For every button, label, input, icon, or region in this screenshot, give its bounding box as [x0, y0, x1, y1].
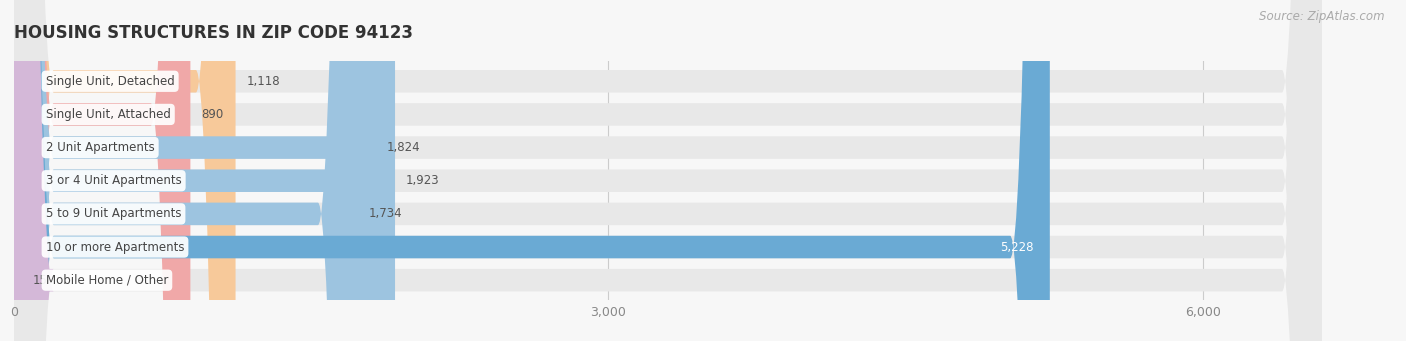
- Text: 15: 15: [32, 274, 48, 287]
- FancyBboxPatch shape: [14, 0, 1322, 341]
- FancyBboxPatch shape: [14, 0, 1322, 341]
- Text: Single Unit, Attached: Single Unit, Attached: [46, 108, 170, 121]
- Text: 890: 890: [201, 108, 224, 121]
- FancyBboxPatch shape: [14, 0, 1322, 341]
- Text: Mobile Home / Other: Mobile Home / Other: [46, 274, 169, 287]
- Text: 5 to 9 Unit Apartments: 5 to 9 Unit Apartments: [46, 207, 181, 220]
- Text: 3 or 4 Unit Apartments: 3 or 4 Unit Apartments: [46, 174, 181, 187]
- Text: 1,734: 1,734: [368, 207, 402, 220]
- FancyBboxPatch shape: [14, 0, 375, 341]
- Text: 5,228: 5,228: [1001, 240, 1033, 254]
- FancyBboxPatch shape: [14, 0, 1322, 341]
- FancyBboxPatch shape: [0, 0, 53, 341]
- Text: HOUSING STRUCTURES IN ZIP CODE 94123: HOUSING STRUCTURES IN ZIP CODE 94123: [14, 24, 413, 42]
- FancyBboxPatch shape: [14, 0, 190, 341]
- FancyBboxPatch shape: [14, 0, 1322, 341]
- Text: 1,923: 1,923: [406, 174, 440, 187]
- FancyBboxPatch shape: [14, 0, 1322, 341]
- FancyBboxPatch shape: [14, 0, 1050, 341]
- FancyBboxPatch shape: [14, 0, 395, 341]
- FancyBboxPatch shape: [14, 0, 357, 341]
- Text: 1,824: 1,824: [387, 141, 420, 154]
- Text: 10 or more Apartments: 10 or more Apartments: [46, 240, 184, 254]
- Text: 1,118: 1,118: [246, 75, 280, 88]
- Text: Single Unit, Detached: Single Unit, Detached: [46, 75, 174, 88]
- Text: Source: ZipAtlas.com: Source: ZipAtlas.com: [1260, 10, 1385, 23]
- FancyBboxPatch shape: [14, 0, 1322, 341]
- Text: 2 Unit Apartments: 2 Unit Apartments: [46, 141, 155, 154]
- FancyBboxPatch shape: [14, 0, 236, 341]
